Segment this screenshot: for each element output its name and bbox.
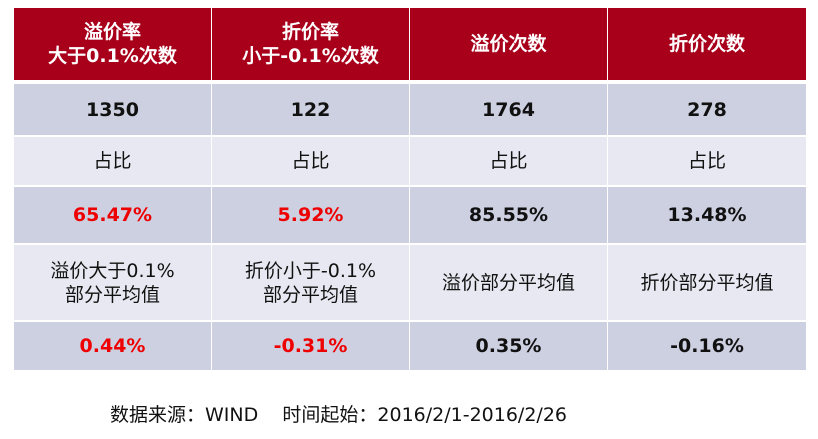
premium-discount-table: 溢价率 大于0.1%次数 折价率 小于-0.1%次数 溢价次数 折价次数 135… (14, 8, 806, 372)
table-header-row: 溢价率 大于0.1%次数 折价率 小于-0.1%次数 溢价次数 折价次数 (14, 8, 806, 84)
count-cell: 1350 (14, 84, 212, 137)
average-label-cell: 折价部分平均值 (608, 245, 806, 322)
count-row: 1350 122 1764 278 (14, 84, 806, 137)
share-cell: 5.92% (212, 187, 410, 245)
count-cell: 278 (608, 84, 806, 137)
average-cell: 0.44% (14, 322, 212, 372)
average-label-row: 溢价大于0.1% 部分平均值 折价小于-0.1% 部分平均值 溢价部分平均值 折… (14, 245, 806, 322)
average-cell: -0.31% (212, 322, 410, 372)
share-label-cell: 占比 (410, 137, 608, 187)
share-cell: 85.55% (410, 187, 608, 245)
average-cell: -0.16% (608, 322, 806, 372)
count-cell: 1764 (410, 84, 608, 137)
share-label-cell: 占比 (212, 137, 410, 187)
average-label-cell: 溢价大于0.1% 部分平均值 (14, 245, 212, 322)
average-row: 0.44% -0.31% 0.35% -0.16% (14, 322, 806, 372)
share-cell: 65.47% (14, 187, 212, 245)
share-label-cell: 占比 (608, 137, 806, 187)
share-row: 65.47% 5.92% 85.55% 13.48% (14, 187, 806, 245)
header-cell: 溢价率 大于0.1%次数 (14, 8, 212, 84)
share-label-row: 占比 占比 占比 占比 (14, 137, 806, 187)
average-cell: 0.35% (410, 322, 608, 372)
share-label-cell: 占比 (14, 137, 212, 187)
header-cell: 折价率 小于-0.1%次数 (212, 8, 410, 84)
average-label-cell: 溢价部分平均值 (410, 245, 608, 322)
share-cell: 13.48% (608, 187, 806, 245)
header-cell: 溢价次数 (410, 8, 608, 84)
count-cell: 122 (212, 84, 410, 137)
header-cell: 折价次数 (608, 8, 806, 84)
average-label-cell: 折价小于-0.1% 部分平均值 (212, 245, 410, 322)
source-footnote: 数据来源：WIND 时间起始：2016/2/1-2016/2/26 (110, 404, 568, 426)
